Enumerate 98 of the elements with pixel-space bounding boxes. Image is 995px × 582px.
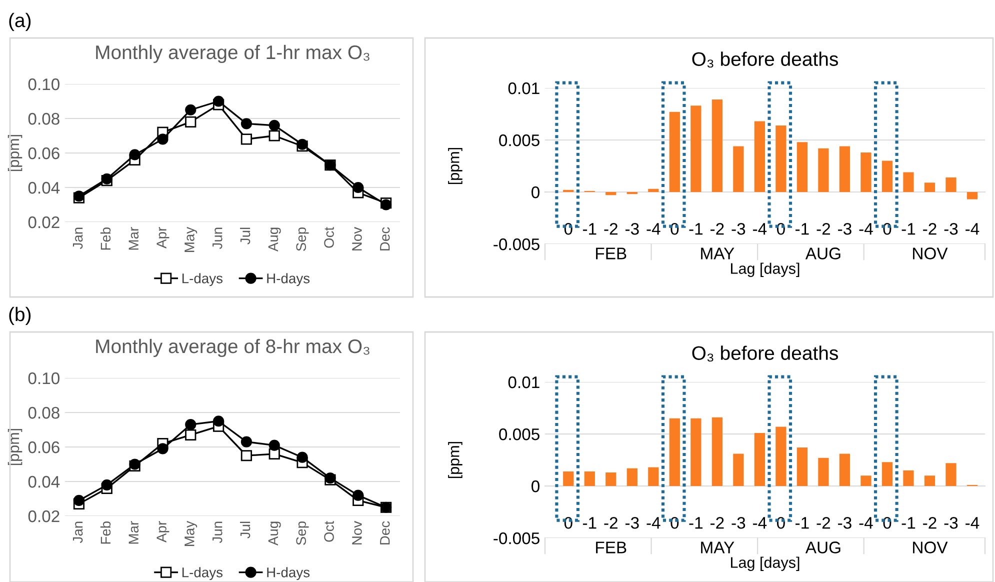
x-tick-label: -4 bbox=[966, 517, 980, 529]
x-tick-label: Dec bbox=[380, 521, 390, 544]
y-tick-label: -0.005 bbox=[494, 238, 540, 250]
legend-label: L-days bbox=[182, 567, 223, 580]
x-tick-label: -2 bbox=[604, 222, 618, 235]
x-tick-label: Jun bbox=[212, 522, 222, 544]
x-tick-label: Apr bbox=[156, 521, 170, 542]
x-tick-label: Oct bbox=[324, 226, 334, 248]
x-axis-title: Lag [days] bbox=[731, 262, 800, 277]
y-tick-label: 0.06 bbox=[28, 441, 60, 454]
x-tick-label: -2 bbox=[816, 516, 830, 529]
x-tick-label: -2 bbox=[816, 222, 830, 235]
text: FEB bbox=[596, 248, 626, 260]
x-tick-label: -4 bbox=[753, 517, 767, 529]
x-tick-label: -1 bbox=[796, 517, 809, 529]
x-tick-label: -3 bbox=[838, 222, 852, 235]
y-tick-label: 0 bbox=[532, 186, 540, 198]
y-tick-label: 0.10 bbox=[28, 78, 60, 90]
x-tick-label: Jul bbox=[240, 522, 250, 538]
y-axis-title: [ppm] bbox=[448, 148, 462, 184]
x-tick-label: -3 bbox=[625, 222, 639, 235]
x-tick-label: Feb bbox=[100, 227, 111, 250]
y-tick-label: 0.04 bbox=[28, 476, 60, 488]
x-tick-label: Jun bbox=[212, 228, 222, 250]
x-tick-label: May bbox=[184, 520, 198, 546]
text: FEB bbox=[596, 542, 626, 554]
y-tick-label: 0.08 bbox=[28, 406, 60, 419]
chart-title: Monthly average of 1-hr max O₃ bbox=[96, 44, 370, 64]
y-tick-label: 0.08 bbox=[28, 112, 60, 125]
x-tick-label: -1 bbox=[689, 223, 703, 235]
x-axis-title: Lag [days] bbox=[731, 556, 800, 571]
text: AUG bbox=[805, 248, 840, 260]
x-tick-label: -2 bbox=[923, 516, 936, 529]
x-tick-label: -3 bbox=[838, 516, 852, 529]
x-tick-label: -1 bbox=[902, 517, 916, 529]
x-tick-label: Aug bbox=[268, 522, 281, 546]
y-tick-label: 0.10 bbox=[28, 372, 60, 384]
legend-label: L-days bbox=[182, 273, 223, 286]
text: MAY bbox=[701, 542, 734, 554]
x-tick-label: -3 bbox=[732, 516, 746, 529]
x-tick-label: Apr bbox=[156, 227, 170, 248]
text: NOV bbox=[913, 248, 948, 260]
y-axis-title: [ppm] bbox=[8, 428, 22, 466]
x-tick-label: -2 bbox=[710, 516, 724, 529]
x-tick-label: Mar bbox=[128, 227, 139, 250]
x-tick-label: Dec bbox=[380, 227, 390, 250]
y-axis-title: [ppm] bbox=[8, 134, 22, 172]
y-tick-label: 0.005 bbox=[499, 134, 540, 146]
y-tick-label: 0.005 bbox=[499, 428, 540, 440]
x-tick-label: -1 bbox=[902, 223, 916, 235]
y-tick-label: 0.06 bbox=[28, 147, 60, 160]
y-tick-label: 0.02 bbox=[28, 510, 60, 522]
text: AUG bbox=[805, 542, 840, 554]
text: (b) bbox=[9, 306, 31, 326]
y-tick-label: 0.01 bbox=[508, 82, 540, 94]
text: MAY bbox=[701, 248, 734, 260]
x-tick-label: -1 bbox=[582, 223, 596, 235]
x-tick-label: Mar bbox=[128, 521, 139, 544]
y-tick-label: 0 bbox=[532, 480, 540, 492]
y-tick-label: -0.005 bbox=[494, 532, 540, 544]
text: (a) bbox=[9, 12, 31, 32]
x-tick-label: -4 bbox=[646, 517, 660, 529]
x-tick-label: Jan bbox=[72, 522, 83, 544]
x-tick-label: Sep bbox=[296, 227, 309, 251]
x-tick-label: Nov bbox=[352, 226, 362, 250]
x-tick-label: Sep bbox=[296, 521, 309, 545]
chart-title: O₃ before deaths bbox=[692, 346, 838, 362]
x-tick-label: -2 bbox=[604, 516, 618, 529]
y-tick-label: 0.02 bbox=[28, 216, 60, 228]
x-tick-label: -1 bbox=[796, 223, 809, 235]
x-tick-label: Nov bbox=[352, 520, 362, 544]
x-tick-label: -4 bbox=[859, 223, 873, 235]
text: NOV bbox=[913, 542, 948, 554]
x-tick-label: -3 bbox=[944, 516, 958, 529]
x-tick-label: May bbox=[184, 226, 198, 252]
legend-label: H-days bbox=[267, 273, 310, 286]
chart-title: Monthly average of 8-hr max O₃ bbox=[96, 338, 370, 358]
x-tick-label: -2 bbox=[710, 222, 724, 235]
x-tick-label: Oct bbox=[324, 520, 334, 542]
x-tick-label: -4 bbox=[859, 517, 873, 529]
x-tick-label: Feb bbox=[100, 521, 111, 544]
x-tick-label: -3 bbox=[732, 222, 746, 235]
x-tick-label: -1 bbox=[582, 517, 596, 529]
y-tick-label: 0.04 bbox=[28, 182, 60, 194]
x-tick-label: -4 bbox=[753, 223, 767, 235]
x-tick-label: Jul bbox=[240, 228, 250, 244]
x-tick-label: Jan bbox=[72, 228, 83, 250]
legend-label: H-days bbox=[267, 567, 310, 580]
y-tick-label: 0.01 bbox=[508, 376, 540, 388]
y-axis-title: [ppm] bbox=[448, 442, 462, 478]
chart-title: O₃ before deaths bbox=[692, 52, 838, 68]
x-tick-label: -4 bbox=[646, 223, 660, 235]
x-tick-label: -3 bbox=[625, 516, 639, 529]
x-tick-label: -4 bbox=[966, 223, 980, 235]
x-tick-label: -1 bbox=[689, 517, 703, 529]
x-tick-label: -3 bbox=[944, 222, 958, 235]
x-tick-label: -2 bbox=[923, 222, 936, 235]
x-tick-label: Aug bbox=[268, 228, 281, 252]
